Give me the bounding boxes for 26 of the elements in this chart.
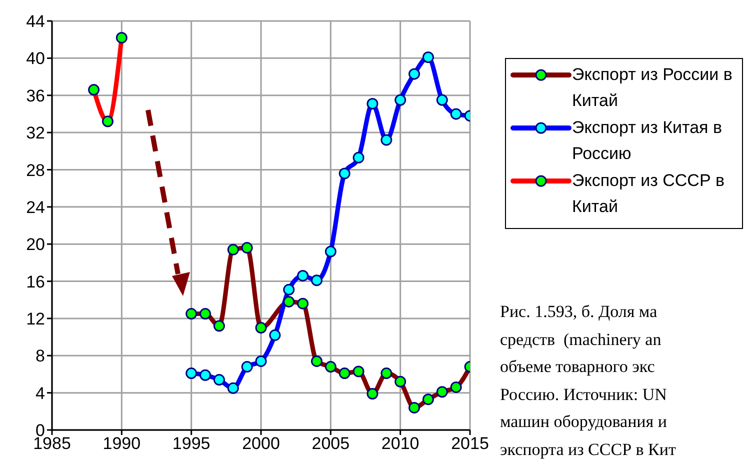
y-tick-label: 24 xyxy=(26,198,45,217)
legend-label: Экспорт из Китая в Россию xyxy=(572,117,724,165)
x-tick-label: 1995 xyxy=(172,434,210,454)
x-tick-label: 2005 xyxy=(312,434,350,454)
y-tick-label: 12 xyxy=(26,309,45,328)
text: средств (machinery an xyxy=(500,328,662,351)
y-tick-label: 40 xyxy=(26,49,45,68)
text: объеме товарного экс xyxy=(500,356,656,378)
text: Россию. Источник: UN xyxy=(500,384,668,406)
legend-label: Экспорт из России в Китай xyxy=(572,64,734,112)
y-tick-label: 20 xyxy=(26,235,45,254)
x-tick-label: 2015 xyxy=(451,434,489,454)
y-tick-label: 36 xyxy=(26,86,45,106)
text: машин оборудования и xyxy=(500,411,668,433)
y-tick-label: 44 xyxy=(26,12,45,32)
y-tick-label: 8 xyxy=(36,346,45,366)
legend-label: Экспорт из СССР в Китай xyxy=(572,170,726,218)
y-tick-label: 32 xyxy=(26,124,45,143)
text: Рис. 1.593, б. Доля ма xyxy=(500,301,658,323)
y-tick-label: 16 xyxy=(26,272,45,292)
x-tick-label: 2010 xyxy=(381,434,420,454)
text: экспорта из СССР в Кит xyxy=(500,438,676,461)
x-tick-label: 2000 xyxy=(242,434,280,454)
x-tick-label: 1990 xyxy=(102,434,141,454)
y-tick-label: 4 xyxy=(36,384,45,403)
y-tick-label: 28 xyxy=(26,160,45,180)
